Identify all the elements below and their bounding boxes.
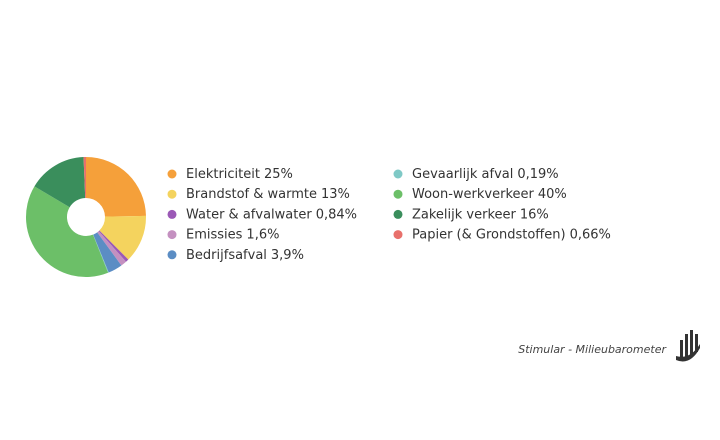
legend-marker — [167, 230, 177, 240]
legend-name: Brandstof & warmte — [186, 187, 317, 202]
legend-name: Elektriciteit — [186, 167, 260, 182]
slice — [97, 231, 127, 266]
legend-name: Woon-werkverkeer — [412, 187, 535, 202]
legend-value: 0,19% — [517, 167, 558, 182]
legend-marker — [393, 189, 403, 199]
legend-value: 0,84% — [316, 207, 357, 222]
legend-value: 0,66% — [570, 227, 611, 242]
legend-label: Elektriciteit 25% — [186, 167, 293, 182]
slice — [98, 230, 129, 262]
legend-marker — [167, 209, 177, 219]
legend-label: Woon-werkverkeer 40% — [412, 187, 567, 202]
legend-name: Zakelijk verkeer — [412, 207, 517, 222]
slice — [34, 157, 86, 208]
credit: Stimular - Milieubarometer — [518, 343, 667, 356]
legend-marker — [393, 169, 403, 179]
slice — [92, 234, 109, 273]
legend-label: Water & afvalwater 0,84% — [186, 207, 357, 222]
slice — [26, 186, 109, 277]
legend-name: Papier (& Grondstoffen) — [412, 227, 566, 242]
slice — [93, 232, 122, 273]
legend-label: Gevaarlijk afval 0,19% — [412, 167, 559, 182]
legend-name: Emissies — [186, 227, 243, 242]
legend-value: 1,6% — [246, 227, 279, 242]
legend-name: Gevaarlijk afval — [412, 167, 513, 182]
legend-label: Zakelijk verkeer 16% — [412, 207, 549, 222]
legend-name: Bedrijfsafval — [186, 247, 267, 262]
legend-marker — [167, 250, 177, 260]
legend-value: 13% — [321, 187, 350, 202]
legend-label: Brandstof & warmte 13% — [186, 187, 350, 202]
logo — [676, 330, 700, 362]
legend-marker — [393, 209, 403, 219]
legend-name: Water & afvalwater — [186, 207, 312, 222]
legend-marker — [167, 169, 177, 179]
legend-label: Bedrijfsafval 3,9% — [186, 247, 304, 262]
legend-label: Emissies 1,6% — [186, 227, 279, 242]
slice — [99, 215, 146, 260]
legend-label: Papier (& Grondstoffen) 0,66% — [412, 227, 611, 242]
slice — [86, 157, 146, 217]
slice — [83, 157, 86, 199]
legend-marker — [167, 189, 177, 199]
legend-value: 40% — [538, 187, 567, 202]
legend-value: 16% — [520, 207, 549, 222]
legend-value: 25% — [264, 167, 293, 182]
legend-marker — [393, 230, 403, 240]
legend-value: 3,9% — [271, 247, 304, 262]
